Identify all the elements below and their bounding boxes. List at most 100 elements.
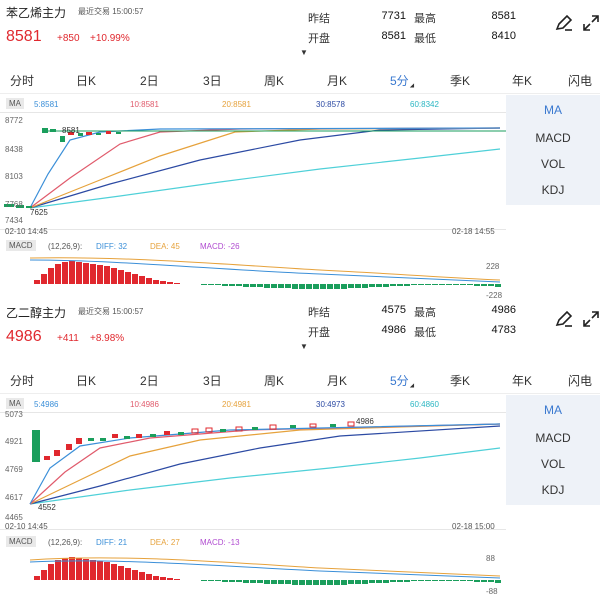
tab-yearly[interactable]: 年K: [512, 74, 533, 88]
ma20-value: 20:8581: [222, 100, 251, 109]
candlestick-chart[interactable]: 4986 4552: [0, 412, 506, 530]
macd-bar-negative: [306, 580, 312, 585]
macd-bar-negative: [208, 284, 214, 285]
y-axis-label: 7434: [5, 216, 23, 225]
macd-bar-positive: [83, 263, 89, 284]
indicator-macd[interactable]: MACD: [535, 431, 571, 445]
stat-label-high: 最高: [414, 13, 436, 25]
macd-params: (12,26,9):: [48, 538, 83, 547]
time-axis-start: 02-10 14:45: [5, 227, 48, 236]
indicator-menu: MA MACD VOL KDJ: [506, 95, 600, 205]
candle: [60, 136, 65, 142]
macd-bar-negative: [453, 580, 459, 581]
stat-value-prev-settle: 7731: [381, 10, 406, 22]
tab-daily[interactable]: 日K: [76, 374, 97, 388]
dea-line: [29, 557, 501, 577]
macd-bar-negative: [250, 284, 256, 287]
tab-intraday[interactable]: 分时: [10, 374, 35, 388]
macd-tag[interactable]: MACD: [6, 240, 36, 251]
candle: [150, 434, 156, 437]
macd-bar-negative: [355, 580, 361, 584]
candle: [116, 132, 121, 134]
candle: [96, 133, 101, 135]
macd-bar-negative: [362, 580, 368, 584]
macd-bar-positive: [167, 282, 173, 284]
tab-weekly[interactable]: 周K: [264, 374, 285, 388]
high-mark: 8581: [62, 126, 80, 135]
candle: [16, 205, 24, 208]
macd-bar-negative: [474, 580, 480, 582]
macd-bar-negative: [439, 284, 445, 285]
macd-bar-positive: [146, 278, 152, 284]
tab-5min[interactable]: 5分: [390, 374, 409, 388]
macd-bar-negative: [264, 580, 270, 584]
tab-yearly[interactable]: 年K: [512, 374, 533, 388]
macd-top-label: 88: [486, 554, 495, 563]
tab-flash[interactable]: 闪电: [568, 374, 593, 388]
expand-icon[interactable]: [580, 12, 600, 34]
macd-bar-negative: [369, 284, 375, 287]
macd-bar-positive: [41, 274, 47, 284]
indicator-macd[interactable]: MACD: [535, 131, 571, 145]
high-mark: 4986: [356, 417, 374, 426]
tab-daily[interactable]: 日K: [76, 74, 97, 88]
tab-2day[interactable]: 2日: [140, 374, 159, 388]
indicator-ma[interactable]: MA: [544, 403, 562, 417]
macd-bar-negative: [278, 580, 284, 584]
ma10-value: 10:4986: [130, 400, 159, 409]
candle: [86, 132, 92, 135]
macd-bar-negative: [236, 580, 242, 582]
macd-bar-negative: [313, 580, 319, 585]
indicator-kdj[interactable]: KDJ: [541, 183, 565, 197]
y-axis-label: 7768: [5, 200, 23, 209]
time-axis-end: 02-18 15:00: [452, 522, 495, 531]
ma-tag[interactable]: MA: [6, 98, 24, 109]
macd-bar-positive: [153, 576, 159, 580]
macd-chart[interactable]: [0, 550, 506, 596]
diff-line: [29, 259, 501, 283]
macd-chart[interactable]: [0, 254, 506, 300]
ma-tag[interactable]: MA: [6, 398, 24, 409]
tab-weekly[interactable]: 周K: [264, 74, 285, 88]
tab-monthly[interactable]: 月K: [327, 374, 348, 388]
pencil-icon[interactable]: [553, 308, 575, 330]
tab-monthly[interactable]: 月K: [327, 74, 348, 88]
tab-quarterly[interactable]: 季K: [450, 74, 471, 88]
tab-5min[interactable]: 5分: [390, 74, 409, 88]
macd-bar-negative: [453, 284, 459, 285]
indicator-ma[interactable]: MA: [544, 103, 562, 117]
expand-stats-caret-icon[interactable]: ▼: [300, 48, 308, 57]
candle: [290, 425, 296, 428]
macd-bar-negative: [257, 580, 263, 583]
macd-bar-negative: [495, 580, 501, 583]
ma20-line: [29, 127, 501, 209]
macd-bar-negative: [495, 284, 501, 287]
macd-bar-negative: [327, 580, 333, 585]
macd-bar-negative: [222, 284, 228, 286]
indicator-vol[interactable]: VOL: [540, 457, 565, 471]
pencil-icon[interactable]: [553, 12, 575, 34]
candle: [66, 444, 72, 450]
macd-bar-negative: [404, 284, 410, 286]
candle: [220, 429, 226, 432]
macd-bar-negative: [425, 580, 431, 581]
tab-quarterly[interactable]: 季K: [450, 374, 471, 388]
stat-label-open: 开盘: [308, 33, 330, 45]
tab-flash[interactable]: 闪电: [568, 74, 593, 88]
indicator-kdj[interactable]: KDJ: [541, 483, 565, 497]
tab-2day[interactable]: 2日: [140, 74, 159, 88]
macd-legend: MACD (12,26,9): DIFF: 32 DEA: 45 MACD: -…: [0, 240, 505, 254]
macd-bar-negative: [376, 580, 382, 583]
futures-panel-styrene: 苯乙烯主力 最近交易 15:00:57 8581 +850 +10.99% 昨结…: [0, 0, 600, 300]
y-axis-label: 4921: [5, 437, 23, 446]
tab-3day[interactable]: 3日: [203, 74, 222, 88]
tab-3day[interactable]: 3日: [203, 374, 222, 388]
macd-tag[interactable]: MACD: [6, 536, 36, 547]
expand-icon[interactable]: [580, 308, 600, 330]
macd-bar-positive: [69, 261, 75, 284]
tab-intraday[interactable]: 分时: [10, 74, 35, 88]
indicator-vol[interactable]: VOL: [540, 157, 565, 171]
candlestick-chart[interactable]: 8581 7625: [0, 112, 506, 230]
ma10-line: [29, 423, 501, 505]
expand-stats-caret-icon[interactable]: ▼: [300, 342, 308, 351]
